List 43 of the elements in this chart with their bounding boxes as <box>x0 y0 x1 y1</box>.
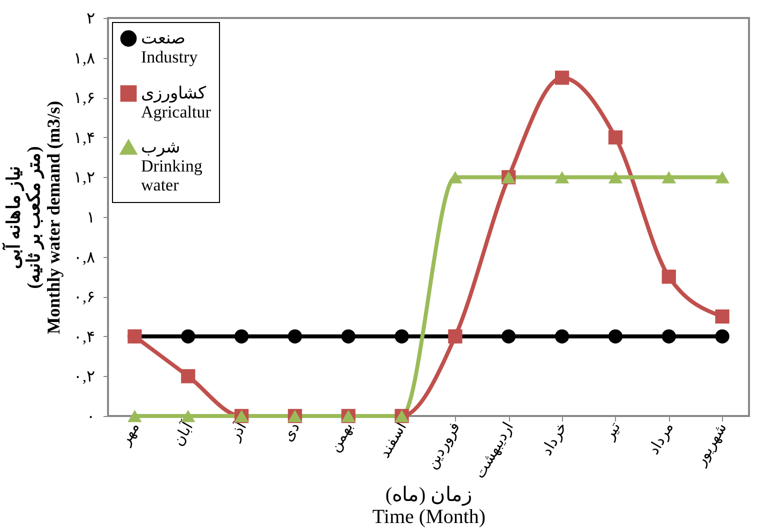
x-tick-label: دی <box>280 420 304 444</box>
y-tick-label: ۱,۸ <box>74 50 96 68</box>
x-tick-label: آبان <box>168 418 197 449</box>
point <box>608 329 623 344</box>
point <box>288 329 302 344</box>
point <box>554 171 570 184</box>
point <box>448 171 462 184</box>
y-tick-label: ۰,۴ <box>74 328 96 346</box>
y-tick-label: ۱ <box>86 210 96 226</box>
y-tick-label: ۱,۲ <box>74 170 96 187</box>
x-tick-label: اردیبهشت <box>472 420 517 482</box>
y-tick-label: ۰ <box>86 408 96 426</box>
point <box>341 329 356 344</box>
point <box>715 309 730 324</box>
y-tick-label: ۱,۴ <box>74 130 96 147</box>
point <box>234 329 249 344</box>
point <box>554 70 570 85</box>
point <box>715 171 730 184</box>
x-tick-label: اسفند <box>377 420 410 461</box>
point <box>608 130 623 144</box>
x-tick-label: مهر <box>117 420 144 449</box>
point <box>128 410 142 422</box>
y-tick-label: ۰,۸ <box>74 249 96 266</box>
y-tick-label: ۰,۶ <box>74 289 96 306</box>
x-tick-label: مرداد <box>646 420 678 458</box>
point <box>394 329 409 344</box>
y-tick-label: ۰,۲ <box>74 368 96 386</box>
point <box>662 329 676 344</box>
point <box>715 329 730 344</box>
point <box>502 329 516 344</box>
y-tick-label: ۱,۶ <box>74 90 96 108</box>
x-tick-label: تیر <box>600 420 624 444</box>
x-tick-label: خرداد <box>538 420 570 458</box>
y-tick-label: ۲ <box>86 10 96 28</box>
point <box>662 270 676 284</box>
x-tick-label: شهریور <box>692 420 731 470</box>
point <box>181 369 196 384</box>
point <box>181 329 196 344</box>
point <box>662 171 676 184</box>
point <box>608 171 623 184</box>
point <box>554 329 570 344</box>
x-tick-label: فروردین <box>424 420 464 472</box>
x-tick-label: بهمن <box>327 420 357 455</box>
